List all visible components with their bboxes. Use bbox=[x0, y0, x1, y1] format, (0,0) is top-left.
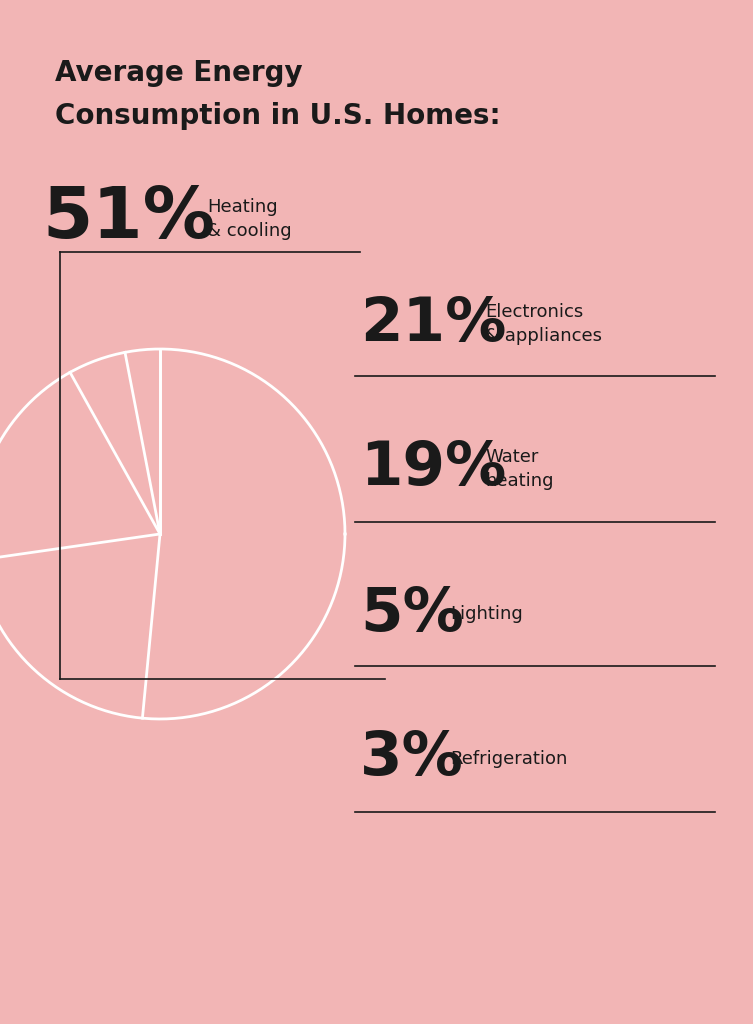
Text: 19%: 19% bbox=[360, 439, 506, 499]
Polygon shape bbox=[0, 349, 345, 719]
Text: 5%: 5% bbox=[360, 585, 464, 643]
Text: Lighting: Lighting bbox=[450, 605, 523, 623]
Text: Refrigeration: Refrigeration bbox=[450, 750, 567, 768]
Text: Water
heating: Water heating bbox=[485, 449, 553, 489]
Text: Consumption in U.S. Homes:: Consumption in U.S. Homes: bbox=[55, 102, 501, 130]
Text: 21%: 21% bbox=[360, 295, 507, 353]
Text: Electronics
& appliances: Electronics & appliances bbox=[485, 303, 602, 345]
Text: 3%: 3% bbox=[360, 729, 464, 788]
Text: Average Energy: Average Energy bbox=[55, 59, 303, 87]
Text: 51%: 51% bbox=[42, 184, 215, 254]
Text: Heating
& cooling: Heating & cooling bbox=[207, 199, 291, 240]
